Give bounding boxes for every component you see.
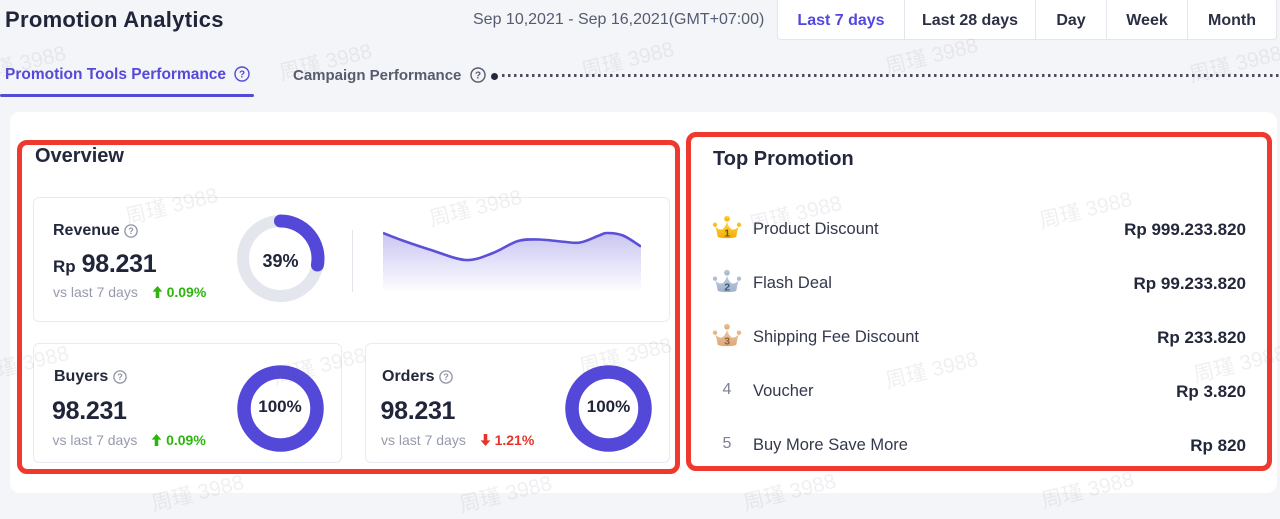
svg-text:3: 3: [724, 336, 730, 347]
svg-text:2: 2: [724, 282, 730, 293]
svg-text:?: ?: [443, 372, 448, 382]
svg-text:1: 1: [724, 228, 730, 239]
svg-text:?: ?: [128, 226, 133, 236]
svg-text:?: ?: [117, 372, 122, 382]
svg-text:?: ?: [475, 71, 481, 82]
svg-text:?: ?: [239, 70, 245, 81]
